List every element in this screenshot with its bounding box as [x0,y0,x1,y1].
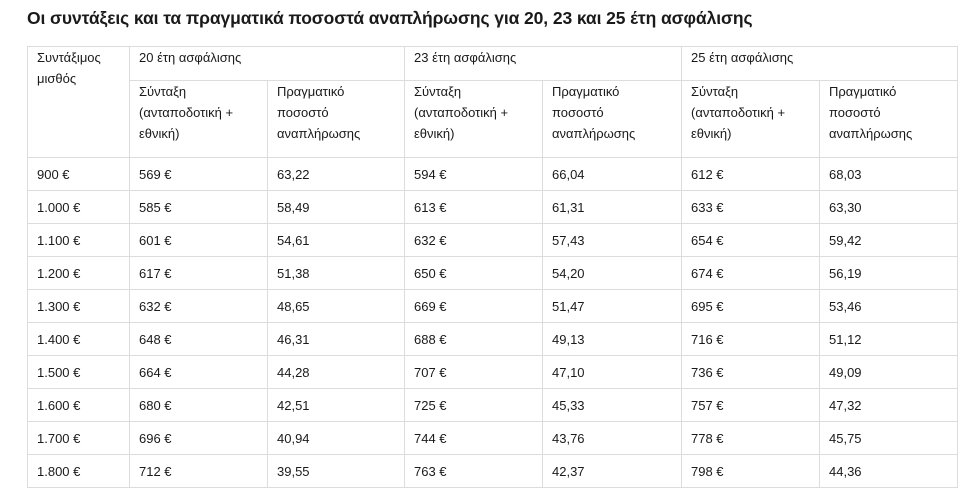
rate-23-cell: 66,04 [542,157,682,191]
pension-23-cell: 688 € [404,322,543,356]
pension-25-cell: 716 € [681,322,820,356]
rate-23-cell: 47,10 [542,355,682,389]
rate-25-cell: 53,46 [819,289,958,323]
pension-25-cell: 612 € [681,157,820,191]
table-row: 1.300 €632 €48,65 669 €51,47 695 €53,46 [27,289,958,323]
rate-20-cell: 46,31 [267,322,405,356]
pension-25-cell: 757 € [681,388,820,422]
table-row: 1.700 €696 €40,94 744 €43,76 778 €45,75 [27,421,958,455]
salary-cell: 1.300 € [27,289,130,323]
rate-25-cell: 44,36 [819,454,958,488]
salary-cell: 1.200 € [27,256,130,290]
pension-23-cell: 744 € [404,421,543,455]
salary-cell: 1.500 € [27,355,130,389]
replacement-rate-header: Πραγματικό ποσοστό αναπλήρωσης [542,80,682,158]
salary-cell: 1.700 € [27,421,130,455]
salary-cell: 1.400 € [27,322,130,356]
rate-25-cell: 51,12 [819,322,958,356]
pension-20-cell: 617 € [129,256,268,290]
pension-20-cell: 585 € [129,190,268,224]
rate-25-cell: 68,03 [819,157,958,191]
salary-column-header: Συντάξιμος μισθός [27,46,130,158]
rate-25-cell: 63,30 [819,190,958,224]
pension-25-cell: 778 € [681,421,820,455]
pension-20-cell: 712 € [129,454,268,488]
rate-20-cell: 48,65 [267,289,405,323]
replacement-rate-header: Πραγματικό ποσοστό αναπλήρωσης [819,80,958,158]
pension-20-cell: 680 € [129,388,268,422]
salary-cell: 1.800 € [27,454,130,488]
rate-23-cell: 49,13 [542,322,682,356]
rate-20-cell: 63,22 [267,157,405,191]
rate-20-cell: 40,94 [267,421,405,455]
salary-cell: 900 € [27,157,130,191]
pension-23-cell: 632 € [404,223,543,257]
pension-20-cell: 648 € [129,322,268,356]
rate-25-cell: 45,75 [819,421,958,455]
table-row: 1.400 €648 €46,31 688 €49,13 716 €51,12 [27,322,958,356]
table-row: 900 €569 €63,22 594 €66,04 612 €68,03 [27,157,958,191]
rate-20-cell: 51,38 [267,256,405,290]
pension-25-cell: 736 € [681,355,820,389]
rate-23-cell: 57,43 [542,223,682,257]
pension-header: Σύνταξη (ανταποδοτική + εθνική) [404,80,543,158]
group-header-20-years: 20 έτη ασφάλισης [129,46,405,81]
salary-cell: 1.000 € [27,190,130,224]
table-row: 1.800 €712 €39,55 763 €42,37 798 €44,36 [27,454,958,488]
rate-25-cell: 47,32 [819,388,958,422]
page-title: Οι συντάξεις και τα πραγματικά ποσοστά α… [27,8,753,28]
group-header-23-years: 23 έτη ασφάλισης [404,46,682,81]
rate-20-cell: 58,49 [267,190,405,224]
pension-25-cell: 798 € [681,454,820,488]
pension-23-cell: 763 € [404,454,543,488]
pension-25-cell: 654 € [681,223,820,257]
table-row: 1.000 €585 €58,49 613 €61,31 633 €63,30 [27,190,958,224]
table-row: 1.100 €601 €54,61 632 €57,43 654 €59,42 [27,223,958,257]
pension-25-cell: 633 € [681,190,820,224]
table-body: 900 €569 €63,22 594 €66,04 612 €68,03 1.000… [27,157,958,488]
pension-20-cell: 696 € [129,421,268,455]
rate-23-cell: 45,33 [542,388,682,422]
rate-25-cell: 59,42 [819,223,958,257]
table-row: 1.200 €617 €51,38 650 €54,20 674 €56,19 [27,256,958,290]
pension-23-cell: 725 € [404,388,543,422]
rate-25-cell: 49,09 [819,355,958,389]
rate-23-cell: 51,47 [542,289,682,323]
pension-23-cell: 707 € [404,355,543,389]
rate-20-cell: 42,51 [267,388,405,422]
rate-23-cell: 42,37 [542,454,682,488]
pension-20-cell: 632 € [129,289,268,323]
rate-20-cell: 44,28 [267,355,405,389]
table-row: 1.600 €680 €42,51 725 €45,33 757 €47,32 [27,388,958,422]
pension-20-cell: 601 € [129,223,268,257]
pension-20-cell: 664 € [129,355,268,389]
rate-20-cell: 54,61 [267,223,405,257]
rate-23-cell: 54,20 [542,256,682,290]
pension-header: Σύνταξη (ανταποδοτική + εθνική) [129,80,268,158]
pension-25-cell: 695 € [681,289,820,323]
rate-20-cell: 39,55 [267,454,405,488]
group-header-25-years: 25 έτη ασφάλισης [681,46,958,81]
pension-25-cell: 674 € [681,256,820,290]
replacement-rate-header: Πραγματικό ποσοστό αναπλήρωσης [267,80,405,158]
pension-20-cell: 569 € [129,157,268,191]
pension-23-cell: 613 € [404,190,543,224]
salary-cell: 1.600 € [27,388,130,422]
rate-23-cell: 43,76 [542,421,682,455]
pension-table: Συντάξιμος μισθός 20 έτη ασφάλισης 23 έτ… [27,46,958,488]
pension-23-cell: 669 € [404,289,543,323]
pension-header: Σύνταξη (ανταποδοτική + εθνική) [681,80,820,158]
pension-23-cell: 650 € [404,256,543,290]
rate-25-cell: 56,19 [819,256,958,290]
pension-23-cell: 594 € [404,157,543,191]
rate-23-cell: 61,31 [542,190,682,224]
table-row: 1.500 €664 €44,28 707 €47,10 736 €49,09 [27,355,958,389]
salary-cell: 1.100 € [27,223,130,257]
